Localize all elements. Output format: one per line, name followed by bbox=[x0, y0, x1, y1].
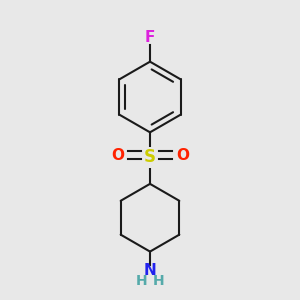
Text: S: S bbox=[144, 148, 156, 166]
Text: O: O bbox=[176, 148, 189, 163]
Text: O: O bbox=[111, 148, 124, 163]
Text: F: F bbox=[145, 30, 155, 45]
Text: N: N bbox=[144, 262, 156, 278]
Text: H: H bbox=[153, 274, 165, 288]
Text: H: H bbox=[135, 274, 147, 288]
